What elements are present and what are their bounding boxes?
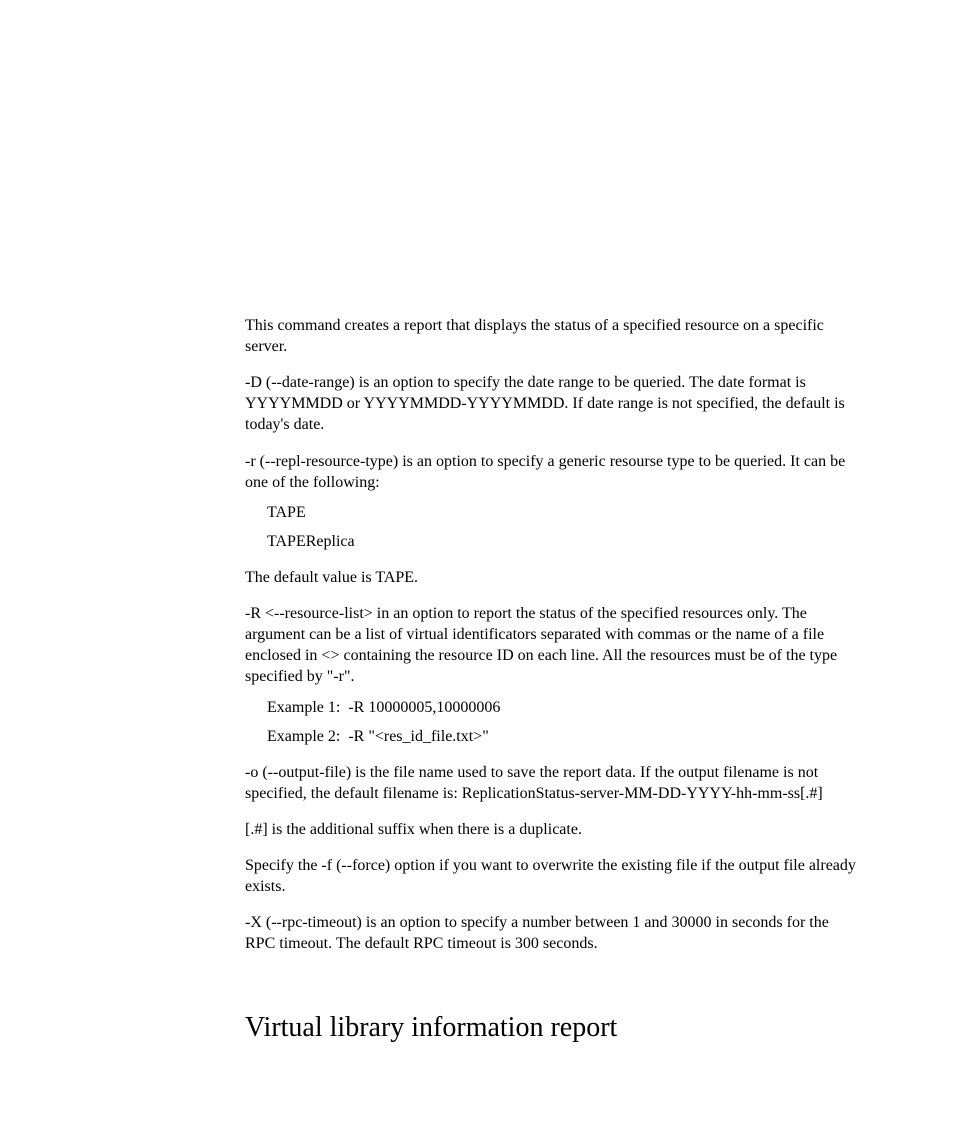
- list-item: TAPEReplica: [267, 529, 859, 555]
- list-item: TAPE: [267, 500, 859, 526]
- paragraph: This command creates a report that displ…: [245, 315, 859, 357]
- document-page: This command creates a report that displ…: [0, 0, 954, 1044]
- paragraph: Specify the -f (--force) option if you w…: [245, 855, 859, 897]
- section-heading: Virtual library information report: [245, 1012, 859, 1044]
- paragraph: -o (--output-file) is the file name used…: [245, 762, 859, 804]
- paragraph: -R <--resource-list> in an option to rep…: [245, 603, 859, 687]
- example-line: Example 2: -R "<res_id_file.txt>": [267, 724, 859, 750]
- paragraph: [.#] is the additional suffix when there…: [245, 819, 859, 840]
- paragraph: -r (--repl-resource-type) is an option t…: [245, 451, 859, 493]
- example-line: Example 1: -R 10000005,10000006: [267, 695, 859, 721]
- paragraph: -D (--date-range) is an option to specif…: [245, 372, 859, 435]
- paragraph: The default value is TAPE.: [245, 567, 859, 588]
- paragraph: -X (--rpc-timeout) is an option to speci…: [245, 912, 859, 954]
